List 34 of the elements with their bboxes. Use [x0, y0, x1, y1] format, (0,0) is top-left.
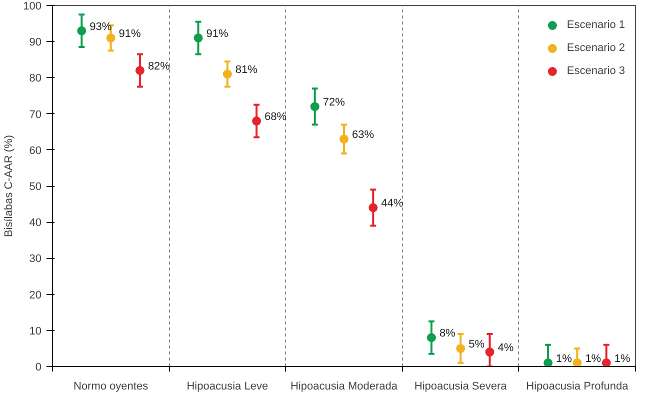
y-tick-label: 30 — [29, 253, 42, 266]
y-tick-label: 0 — [35, 362, 42, 374]
data-label: 8% — [439, 328, 456, 340]
x-tick-label: Hipoacusia Moderada — [290, 380, 398, 392]
data-label: 1% — [614, 352, 630, 365]
data-label: 1% — [585, 352, 602, 365]
x-tick-label: Hipoacusia Severa — [414, 380, 508, 392]
y-tick-label: 70 — [29, 108, 42, 121]
y-tick-label: 40 — [29, 217, 42, 230]
x-tick-label: Normo oyentes — [74, 380, 149, 392]
legend-label: Escenario 2 — [566, 42, 625, 54]
y-tick-label: 90 — [29, 36, 42, 49]
y-tick-label: 10 — [29, 325, 42, 338]
y-tick-label: 80 — [29, 72, 42, 85]
data-label: 82% — [148, 60, 170, 72]
x-tick-label: Hipoacusia Leve — [186, 380, 268, 392]
data-label: 91% — [118, 28, 142, 40]
data-label: 91% — [206, 28, 228, 40]
data-label: 68% — [264, 111, 287, 124]
data-label: 81% — [235, 64, 258, 76]
y-axis-title: Bisílabas C-AAR (%) — [3, 134, 16, 238]
data-label: 63% — [352, 129, 374, 142]
legend-label: Escenario 3 — [566, 65, 625, 77]
y-tick-label: 20 — [29, 289, 42, 302]
y-tick-label: 100 — [23, 0, 42, 12]
y-tick-label: 60 — [29, 144, 42, 157]
data-label: 4% — [498, 342, 514, 354]
x-tick-label: Hipoacusia Profunda — [526, 380, 630, 392]
data-label: 5% — [468, 338, 485, 350]
legend-label: Escenario 1 — [566, 19, 625, 31]
data-label: 1% — [556, 352, 572, 365]
y-tick-label: 50 — [29, 181, 42, 193]
data-label: 44% — [381, 198, 404, 210]
data-label: 72% — [322, 96, 346, 109]
